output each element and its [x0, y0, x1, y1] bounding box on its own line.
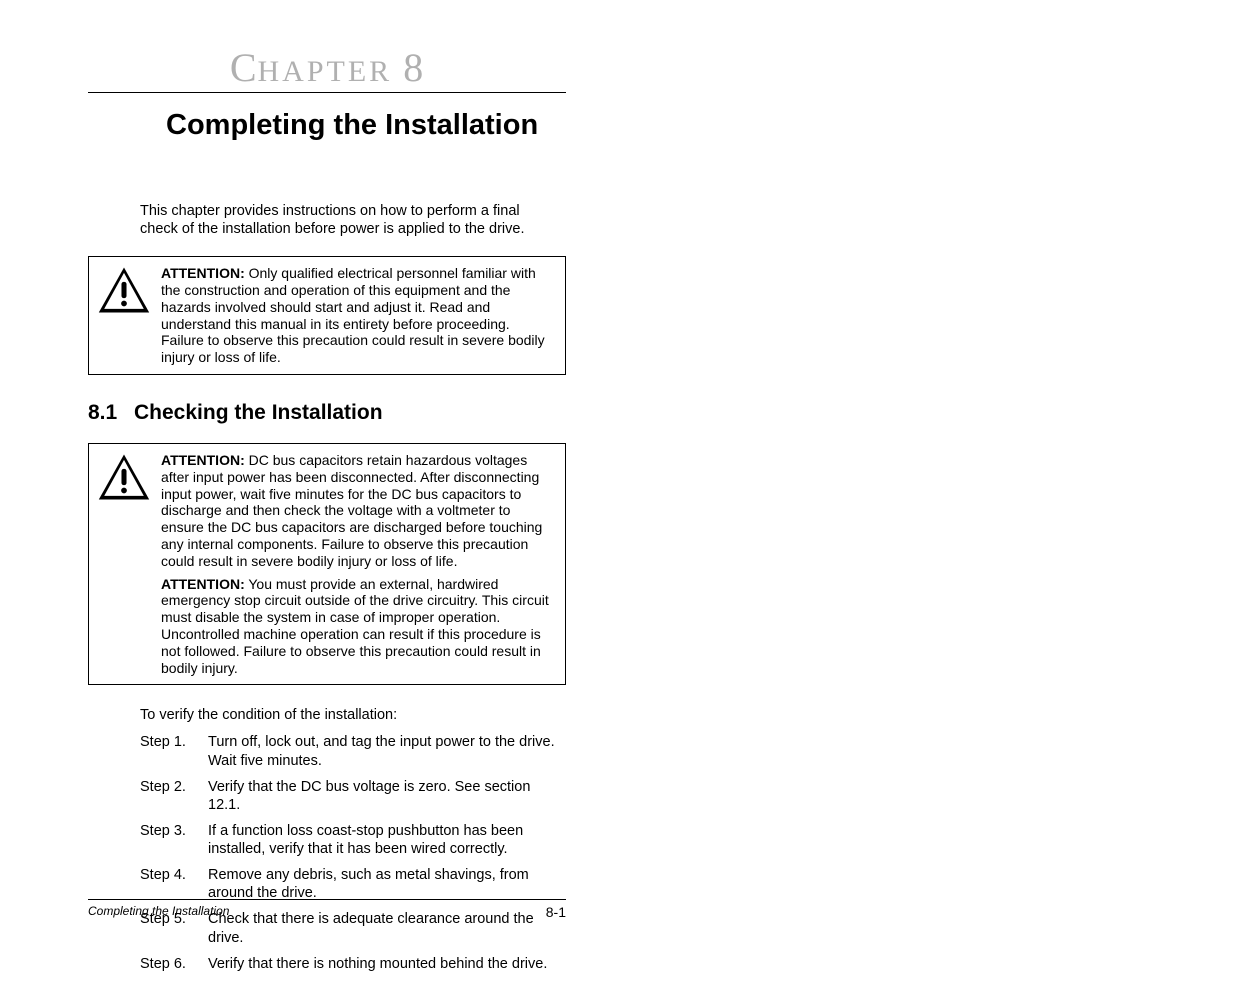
footer-chapter-name: Completing the Installation: [88, 904, 546, 920]
chapter-label: CHAPTER 8: [88, 48, 566, 88]
chapter-intro: This chapter provides instructions on ho…: [140, 202, 558, 238]
chapter-rule: [88, 92, 566, 93]
page-footer: Completing the Installation 8-1: [88, 899, 566, 920]
step-row: Step 6. Verify that there is nothing mou…: [140, 955, 566, 973]
chapter-prefix-initial: C: [230, 45, 258, 90]
step-row: Step 3. If a function loss coast-stop pu…: [140, 822, 566, 858]
step-text: If a function loss coast-stop pushbutton…: [208, 822, 566, 858]
section-heading: 8.1Checking the Installation: [88, 401, 566, 425]
verify-intro: To verify the condition of the installat…: [140, 707, 566, 723]
section-title: Checking the Installation: [134, 401, 383, 424]
step-label: Step 3.: [140, 822, 208, 858]
step-label: Step 2.: [140, 778, 208, 814]
attention-text-2: ATTENTION: DC bus capacitors retain haza…: [161, 452, 555, 676]
step-text: Verify that there is nothing mounted beh…: [208, 955, 566, 973]
footer-page-number: 8-1: [546, 904, 566, 920]
attention-box-2: ATTENTION: DC bus capacitors retain haza…: [88, 443, 566, 685]
chapter-prefix-rest: HAPTER: [258, 55, 393, 88]
step-label: Step 6.: [140, 955, 208, 973]
chapter-number: 8: [403, 45, 424, 90]
step-row: Step 1. Turn off, lock out, and tag the …: [140, 733, 566, 769]
footer-rule: [88, 899, 566, 900]
attention-label: ATTENTION:: [161, 452, 245, 468]
attention-label: ATTENTION:: [161, 265, 245, 281]
step-label: Step 1.: [140, 733, 208, 769]
step-text: Remove any debris, such as metal shaving…: [208, 866, 566, 902]
attention-box-1: ATTENTION: Only qualified electrical per…: [88, 256, 566, 375]
chapter-title: Completing the Installation: [166, 109, 566, 142]
footer-row: Completing the Installation 8-1: [88, 904, 566, 920]
page: CHAPTER 8 Completing the Installation Th…: [0, 0, 1235, 954]
steps-list: Step 1. Turn off, lock out, and tag the …: [140, 733, 566, 972]
attention-label: ATTENTION:: [161, 576, 245, 592]
section-number: 8.1: [88, 401, 134, 425]
attention-text-1: ATTENTION: Only qualified electrical per…: [161, 265, 555, 366]
step-row: Step 4. Remove any debris, such as metal…: [140, 866, 566, 902]
attention-body: DC bus capacitors retain hazardous volta…: [161, 452, 542, 569]
step-row: Step 2. Verify that the DC bus voltage i…: [140, 778, 566, 814]
step-label: Step 4.: [140, 866, 208, 902]
warning-icon: [97, 452, 151, 676]
step-text: Verify that the DC bus voltage is zero. …: [208, 778, 566, 814]
step-text: Turn off, lock out, and tag the input po…: [208, 733, 566, 769]
content-column: CHAPTER 8 Completing the Installation Th…: [88, 48, 566, 981]
warning-icon: [97, 265, 151, 366]
